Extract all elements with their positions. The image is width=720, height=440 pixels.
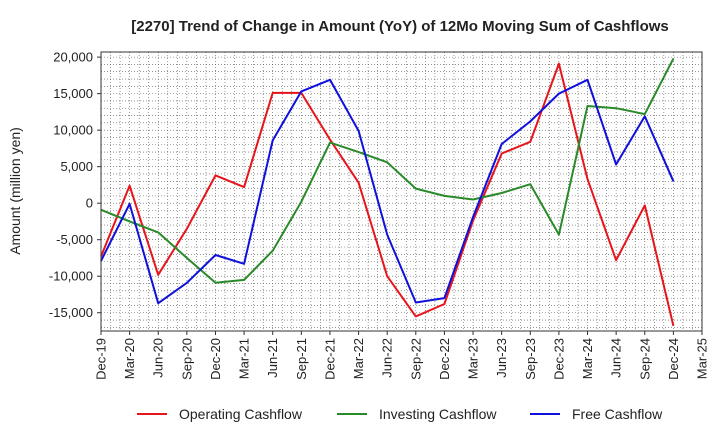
series-line-investing-cashflow [100,58,675,284]
x-tick-label: Dec-21 [322,338,337,380]
y-tick-label: 5,000 [60,159,93,174]
x-tick-label: Dec-22 [437,338,452,380]
x-tick-label: Dec-23 [551,338,566,380]
x-tick-label: Dec-20 [208,338,223,380]
x-tick-label: Jun-23 [494,338,509,378]
y-tick-label: -15,000 [49,305,93,320]
x-tick-label: Mar-21 [237,338,252,379]
plot-frame [100,51,703,332]
y-tick-label: -10,000 [49,269,93,284]
x-tick-label: Sep-21 [294,338,309,380]
y-axis-ticks: -15,000 -10,000 -5,000 0 5,000 10,000 15,000 20… [49,50,101,320]
x-tick-label: Dec-24 [666,338,681,380]
x-tick-label: Mar-24 [580,338,595,379]
series-layer [100,58,675,327]
x-tick-label: Jun-21 [265,338,280,378]
x-tick-label: Mar-25 [695,338,710,379]
series-line-free-cashflow [100,78,675,305]
x-axis-ticks: Dec-19 Mar-20 Jun-20 Sep-20 Dec-20 Mar-21 Jun-… [94,331,710,380]
grid-lines [100,52,703,331]
x-tick-label: Sep-22 [408,338,423,380]
y-axis-label: Amount (million yen) [7,127,23,255]
x-tick-label: Sep-23 [523,338,538,380]
x-tick-label: Jun-22 [380,338,395,378]
y-tick-label: -5,000 [56,232,93,247]
legend-label: Investing Cashflow [379,406,497,422]
y-tick-label: 10,000 [53,123,93,138]
x-tick-label: Sep-24 [637,338,652,380]
y-tick-label: 15,000 [53,86,93,101]
legend-label: Operating Cashflow [179,406,303,422]
x-tick-label: Mar-22 [351,338,366,379]
x-tick-label: Mar-23 [466,338,481,379]
x-tick-label: Sep-20 [179,338,194,380]
legend-label: Free Cashflow [572,406,663,422]
x-tick-label: Jun-24 [609,338,624,378]
y-tick-label: 0 [86,196,93,211]
x-tick-label: Jun-20 [151,338,166,378]
chart-title: [2270] Trend of Change in Amount (YoY) o… [131,18,669,35]
x-tick-label: Dec-19 [94,338,109,380]
x-tick-label: Mar-20 [122,338,137,379]
series-line-operating-cashflow [100,62,675,327]
legend: Operating Cashflow Investing Cashflow Free… [137,406,663,422]
y-tick-label: 20,000 [53,50,93,65]
